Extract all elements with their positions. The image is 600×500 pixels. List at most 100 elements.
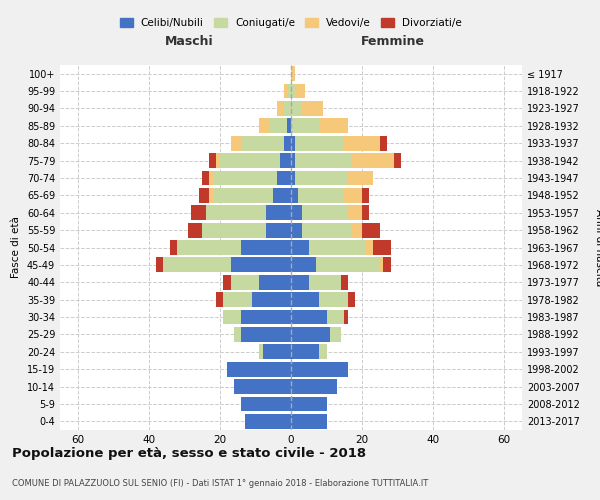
Bar: [170, 240, 177, 255]
Bar: [298, 188, 344, 202]
Bar: [291, 188, 298, 202]
Bar: [362, 206, 369, 220]
Bar: [291, 362, 348, 376]
Bar: [209, 153, 217, 168]
Bar: [277, 101, 284, 116]
Bar: [291, 101, 302, 116]
Text: COMUNE DI PALAZZUOLO SUL SENIO (FI) - Dati ISTAT 1° gennaio 2018 - Elaborazione : COMUNE DI PALAZZUOLO SUL SENIO (FI) - Da…: [12, 479, 428, 488]
Bar: [241, 327, 291, 342]
Text: Popolazione per età, sesso e stato civile - 2018: Popolazione per età, sesso e stato civil…: [12, 448, 366, 460]
Bar: [348, 170, 373, 186]
Bar: [287, 118, 291, 133]
Bar: [291, 118, 319, 133]
Bar: [259, 275, 291, 289]
Bar: [291, 153, 295, 168]
Bar: [302, 101, 323, 116]
Bar: [362, 222, 380, 238]
Bar: [223, 310, 241, 324]
Bar: [227, 362, 291, 376]
Bar: [234, 327, 241, 342]
Bar: [245, 414, 291, 428]
Bar: [209, 170, 213, 186]
Bar: [291, 344, 319, 359]
Bar: [291, 258, 316, 272]
Bar: [291, 222, 302, 238]
Bar: [291, 170, 295, 186]
Bar: [291, 310, 326, 324]
Bar: [220, 153, 280, 168]
Bar: [241, 136, 284, 150]
Bar: [341, 275, 348, 289]
Bar: [291, 292, 319, 307]
Bar: [266, 222, 291, 238]
Bar: [241, 310, 291, 324]
Bar: [259, 118, 269, 133]
Bar: [217, 153, 220, 168]
Bar: [326, 310, 344, 324]
Bar: [380, 136, 387, 150]
Y-axis label: Anni di nascita: Anni di nascita: [593, 209, 600, 286]
Bar: [291, 414, 326, 428]
Bar: [213, 170, 277, 186]
Bar: [295, 170, 348, 186]
Bar: [241, 396, 291, 411]
Bar: [365, 240, 373, 255]
Text: Femmine: Femmine: [361, 35, 425, 48]
Bar: [291, 327, 330, 342]
Bar: [202, 170, 209, 186]
Bar: [344, 136, 380, 150]
Bar: [209, 188, 213, 202]
Bar: [291, 379, 337, 394]
Y-axis label: Fasce di età: Fasce di età: [11, 216, 21, 278]
Bar: [266, 206, 291, 220]
Bar: [252, 292, 291, 307]
Bar: [156, 258, 163, 272]
Bar: [302, 206, 348, 220]
Bar: [291, 136, 295, 150]
Bar: [284, 101, 291, 116]
Bar: [213, 188, 273, 202]
Text: Maschi: Maschi: [165, 35, 214, 48]
Bar: [217, 292, 223, 307]
Bar: [188, 222, 202, 238]
Bar: [344, 188, 362, 202]
Bar: [202, 222, 266, 238]
Bar: [206, 206, 266, 220]
Bar: [295, 84, 305, 98]
Bar: [319, 292, 348, 307]
Bar: [291, 84, 295, 98]
Bar: [223, 275, 230, 289]
Bar: [223, 292, 252, 307]
Bar: [319, 344, 326, 359]
Bar: [362, 188, 369, 202]
Bar: [230, 275, 259, 289]
Bar: [284, 84, 287, 98]
Bar: [352, 153, 394, 168]
Bar: [330, 327, 341, 342]
Bar: [394, 153, 401, 168]
Bar: [291, 275, 309, 289]
Bar: [291, 240, 309, 255]
Bar: [373, 240, 391, 255]
Bar: [230, 136, 241, 150]
Bar: [259, 344, 263, 359]
Bar: [280, 153, 291, 168]
Bar: [309, 275, 341, 289]
Bar: [383, 258, 391, 272]
Bar: [344, 310, 348, 324]
Bar: [319, 118, 348, 133]
Bar: [177, 240, 241, 255]
Bar: [241, 240, 291, 255]
Bar: [352, 222, 362, 238]
Bar: [348, 292, 355, 307]
Bar: [163, 258, 230, 272]
Bar: [291, 206, 302, 220]
Bar: [277, 170, 291, 186]
Bar: [309, 240, 365, 255]
Bar: [234, 379, 291, 394]
Bar: [199, 188, 209, 202]
Bar: [291, 66, 295, 81]
Bar: [348, 206, 362, 220]
Bar: [316, 258, 380, 272]
Legend: Celibi/Nubili, Coniugati/e, Vedovi/e, Divorziati/e: Celibi/Nubili, Coniugati/e, Vedovi/e, Di…: [116, 14, 466, 32]
